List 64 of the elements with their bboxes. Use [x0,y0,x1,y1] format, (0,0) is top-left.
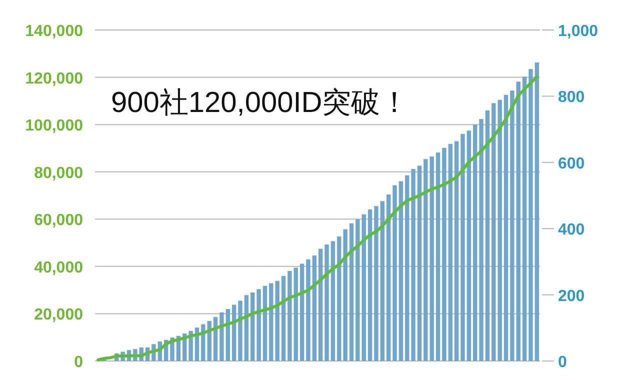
y-tick-label: 80,000 [34,164,84,182]
bar [498,100,502,361]
bar [368,209,372,361]
y2-tick-label: 200 [558,288,585,305]
bar [337,236,342,361]
bar [275,280,280,361]
y2-tick-label: 600 [558,155,585,172]
bar [454,141,459,361]
y2-tick-label: 0 [558,354,567,371]
bar [411,169,416,361]
y-tick-label: 0 [74,354,84,371]
bar [386,194,391,361]
bar [466,130,472,361]
y2-tick-label: 1,000 [558,23,598,40]
bar [460,134,465,361]
bar [448,144,452,361]
bar [356,219,360,361]
bar [232,304,236,361]
y-tick-label: 100,000 [25,118,84,135]
bar [398,181,404,361]
bar [318,248,323,361]
y2-tick-label: 800 [558,89,585,106]
bar [374,206,378,361]
bar [324,244,329,361]
bar [380,201,384,361]
bar [479,119,484,361]
y2-tick-label: 400 [558,222,585,239]
y-tick-label: 40,000 [34,259,84,276]
bar [250,292,255,361]
bar [504,94,508,361]
bar [262,286,268,361]
bar [306,259,310,361]
bar [349,223,354,361]
y-tick-label: 120,000 [25,70,84,88]
bar [300,264,304,361]
bar [294,268,298,361]
bar [442,148,446,361]
bar [510,90,514,361]
bar [516,82,520,361]
bar [362,214,366,361]
bar [528,69,533,361]
bar [417,166,422,361]
bar [343,229,348,361]
bar [288,270,292,361]
y-tick-label: 20,000 [34,306,84,324]
bar [485,110,490,361]
bar [238,300,242,361]
bar [256,289,261,361]
bar [392,185,397,361]
bar [436,152,440,361]
bar [269,283,274,361]
bar [244,295,249,361]
bar [534,62,540,361]
bar [405,175,410,361]
bar [473,124,478,361]
bar [312,255,317,361]
y-tick-label: 140,000 [25,23,84,40]
bar [330,241,336,361]
y-tick-label: 60,000 [34,212,84,230]
bar [281,276,286,361]
bar [492,103,496,361]
annotation: 900社120,000ID突破！ [111,87,410,119]
bar [522,76,527,361]
bar [220,312,224,361]
